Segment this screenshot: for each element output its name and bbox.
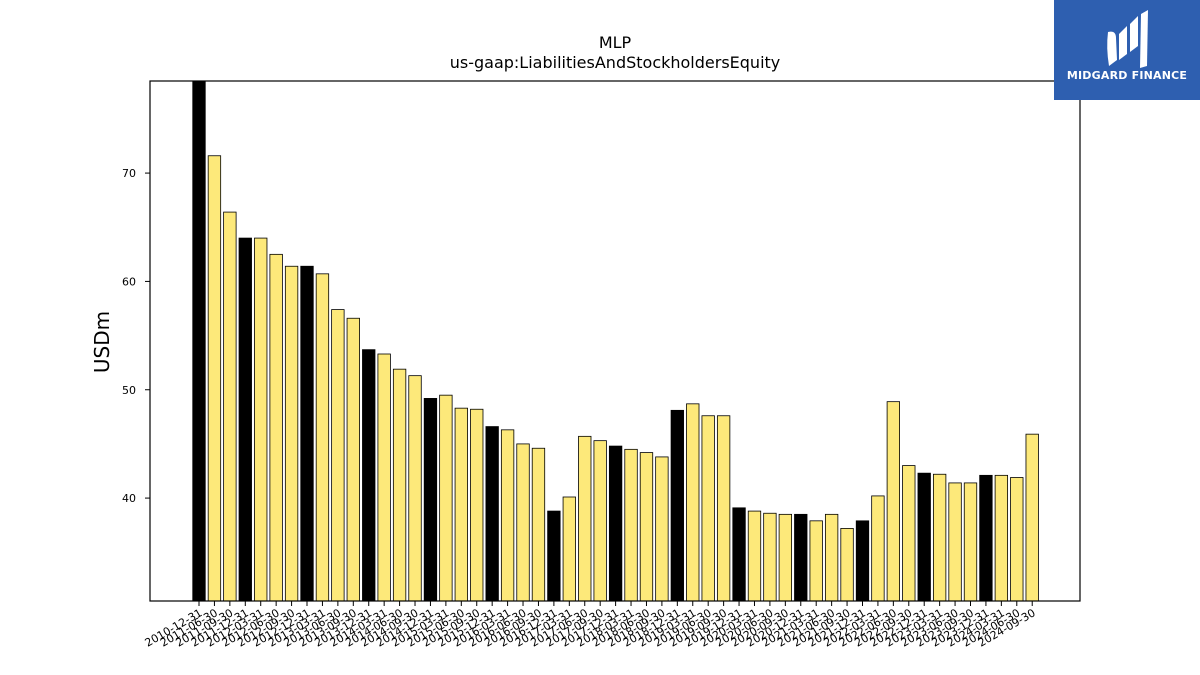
bar-2019-03-31 [686,403,700,602]
bar-2017-12-31 [608,445,623,602]
bar-2013-09-30 [346,317,360,602]
bar-2018-06-30 [639,452,654,602]
bar-2022-09-30 [902,465,916,602]
bar-2011-06-30 [207,155,222,602]
bar-2015-06-30 [454,407,468,602]
bar-2020-06-30 [763,512,777,602]
bar-2012-03-31 [254,237,268,602]
y-tick-label: 50 [122,384,136,397]
chart-subtitle: us-gaap:LiabilitiesAndStockholdersEquity [450,53,781,72]
bar-2013-06-30 [331,309,345,602]
bar-2015-03-31 [439,394,453,602]
bar-series [192,80,1039,602]
bar-2021-09-30 [840,528,854,602]
bar-2016-03-31 [500,429,515,602]
bar-2010-12-31 [192,80,206,602]
bar-2017-03-31 [562,496,576,602]
midgard-logo-icon [1107,10,1148,68]
y-tick-label: 70 [122,167,136,180]
bar-2024-09-30 [1025,433,1039,602]
bar-2014-12-31 [423,398,438,602]
bar-2012-12-31 [300,265,314,602]
bar-2023-06-30 [948,482,962,602]
y-axis-label: USDm [90,311,114,373]
bar-2021-03-31 [809,520,823,602]
bar-2016-06-30 [516,443,530,602]
bar-2023-03-31 [932,473,947,602]
logo: MIDGARD FINANCE [1054,0,1200,100]
bar-2018-12-31 [670,409,684,602]
y-tick-label: 40 [122,492,136,505]
plot-frame [149,80,1081,602]
bar-2016-09-30 [531,447,546,602]
bar-2020-09-30 [778,513,792,602]
logo-text: MIDGARD FINANCE [1066,69,1188,82]
bar-2020-03-31 [747,510,762,602]
bar-2018-09-30 [655,456,669,602]
bar-2015-12-31 [485,426,499,602]
bar-2015-09-30 [470,408,484,602]
bar-2016-12-31 [547,510,561,602]
bar-2024-06-30 [1010,477,1024,602]
bar-2018-03-31 [624,448,638,602]
bar-2019-06-30 [701,415,715,602]
bar-2014-09-30 [408,375,422,602]
bar-2022-06-30 [886,401,900,602]
bar-2024-03-31 [994,474,1009,602]
bar-2011-12-31 [238,237,252,602]
bar-2022-12-31 [917,472,931,602]
bar-2012-06-30 [269,253,283,602]
chart-title: MLP [599,33,632,52]
x-axis-ticks: 2010-12-312011-06-302011-09-302011-12-31… [143,601,1038,650]
bar-2017-06-30 [578,435,592,602]
bar-2019-12-31 [732,507,746,602]
bar-2023-12-31 [979,474,993,602]
bar-2014-06-30 [392,368,407,602]
bar-2023-09-30 [963,482,978,602]
bar-2021-12-31 [855,520,870,602]
bar-2022-03-31 [871,495,885,602]
bar-2011-09-30 [223,211,237,602]
bar-2013-12-31 [362,349,376,602]
bar-2021-06-30 [824,513,839,602]
y-axis-ticks: 40 50 60 70 [122,167,150,505]
bar-2012-09-30 [284,265,299,602]
bar-2017-09-30 [593,440,607,602]
y-tick-label: 60 [122,275,136,288]
bar-2014-03-31 [377,353,391,602]
bar-2020-12-31 [794,513,808,602]
bar-2019-09-30 [716,415,731,602]
bar-2013-03-31 [315,273,330,602]
